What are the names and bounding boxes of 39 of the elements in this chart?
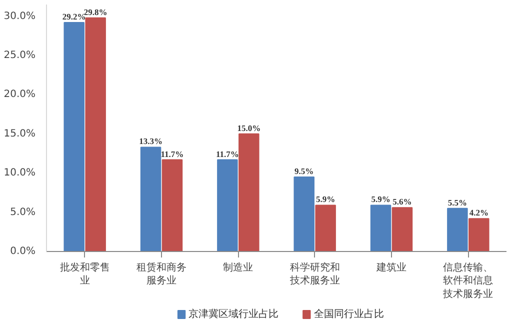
bar	[370, 204, 392, 252]
x-tick-label: 租赁和商务服务业	[136, 262, 186, 287]
x-tick-label: 制造业	[223, 262, 254, 274]
bar	[85, 17, 106, 252]
bar	[315, 204, 336, 252]
data-label: 13.3%	[139, 136, 162, 146]
data-label: 5.9%	[371, 194, 390, 204]
data-label: 5.5%	[448, 197, 467, 208]
bar	[217, 159, 238, 252]
data-label: 29.8%	[84, 6, 108, 17]
y-tick-label: 30.0%	[4, 10, 36, 22]
bar	[294, 176, 314, 252]
y-tick-label: 20.0%	[4, 89, 36, 100]
y-tick-label: 5.0%	[10, 206, 36, 218]
data-label: 5.9%	[316, 194, 336, 204]
data-label: 5.6%	[392, 196, 412, 207]
data-label: 9.5%	[294, 166, 314, 176]
data-label: 15.0%	[237, 122, 261, 133]
bar	[238, 133, 260, 252]
bar	[447, 208, 468, 252]
x-tick-label: 建筑业	[376, 262, 406, 274]
bar	[162, 159, 183, 252]
bar	[468, 218, 490, 252]
bar	[392, 207, 413, 252]
y-tick-label: 25.0%	[4, 50, 36, 61]
bar	[64, 22, 84, 252]
data-label: 11.7%	[160, 148, 184, 159]
y-tick-label: 15.0%	[4, 128, 36, 140]
y-tick-label: 0.0%	[10, 246, 36, 257]
x-tick-label: 科学研究和技术服务业	[288, 262, 340, 287]
data-label: 4.2%	[469, 208, 488, 218]
data-label: 29.2%	[62, 12, 86, 22]
legend-label: 全国同行业占比	[314, 308, 384, 320]
y-tick-label: 10.0%	[4, 168, 36, 179]
legend-label: 京津冀区域行业占比	[188, 308, 279, 320]
data-label: 11.7%	[216, 148, 239, 159]
x-tick-label: 信息传输、软件和信息技术服务业	[442, 262, 494, 300]
bar	[140, 146, 162, 252]
x-tick-label: 批发和零售业	[60, 262, 110, 287]
